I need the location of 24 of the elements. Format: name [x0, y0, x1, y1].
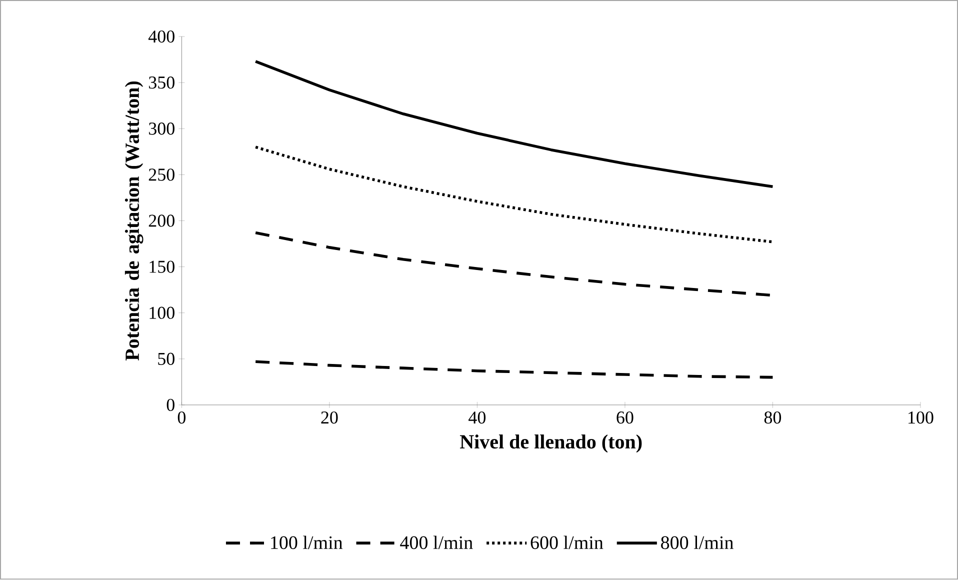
x-tick-label: 100: [908, 412, 934, 424]
line-series: [254, 146, 774, 244]
y-tick-label: 50: [158, 352, 174, 366]
legend-label: 400 l/min: [400, 536, 473, 550]
x-tick-label: 0: [178, 412, 186, 424]
y-axis-title: Potencia de agitacion (Watt/ton): [124, 82, 144, 361]
y-tick-label: 100: [150, 306, 174, 320]
y-tick-label: 150: [150, 260, 174, 274]
x-tick-label: 80: [764, 412, 782, 424]
y-tick-label: 350: [148, 76, 174, 89]
line-series: [254, 360, 774, 379]
legend-label: 600 l/min: [530, 536, 604, 550]
x-tick-label: 20: [321, 412, 338, 424]
y-tick-label: 200: [148, 214, 174, 227]
y-tick-label: 400: [148, 30, 174, 43]
x-tick-label: 60: [616, 412, 634, 424]
line-series: [254, 60, 774, 188]
x-axis-title: Nivel de llenado (ton): [460, 434, 642, 453]
legend-label: 800 l/min: [661, 536, 734, 550]
y-tick-label: 300: [148, 122, 174, 135]
y-tick-label: 250: [148, 168, 174, 181]
x-tick-label: 40: [468, 412, 486, 424]
legend-label: 100 l/min: [271, 536, 343, 550]
y-tick-label: 0: [166, 399, 174, 412]
